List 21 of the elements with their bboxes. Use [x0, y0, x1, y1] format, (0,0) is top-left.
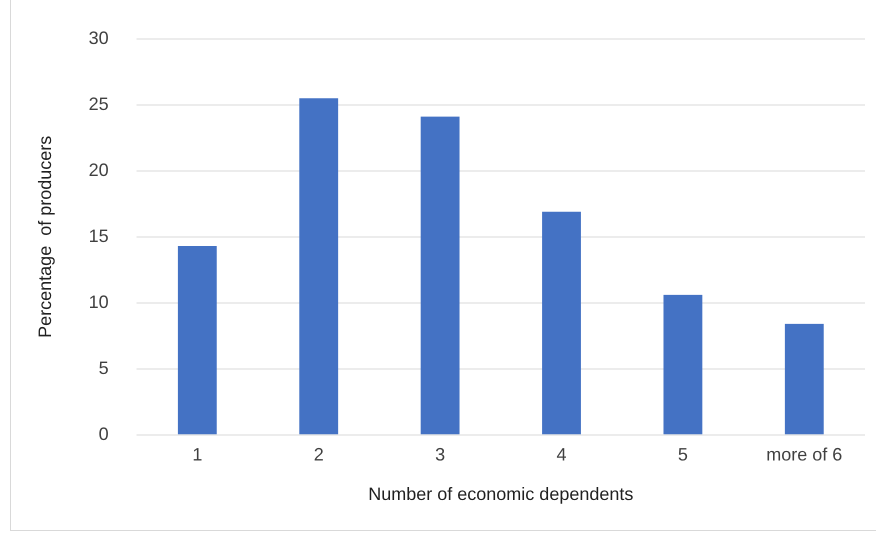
y-axis-title: Percentage of producers [34, 136, 55, 338]
y-tick-label: 0 [98, 424, 109, 444]
x-axis-title: Number of economic dependents [368, 484, 634, 504]
bar [299, 98, 338, 434]
y-tick-label: 20 [88, 160, 109, 180]
y-tick-label: 5 [98, 358, 109, 378]
bar [178, 246, 217, 434]
y-tick-label: 10 [88, 292, 109, 312]
y-tick-label: 15 [88, 226, 109, 246]
bar [784, 324, 824, 434]
x-tick-label: 5 [678, 444, 688, 465]
x-tick-label: 2 [314, 444, 324, 465]
x-tick-label: 1 [192, 444, 202, 465]
x-tick-label: more of 6 [766, 444, 842, 465]
y-tick-label: 25 [88, 94, 109, 114]
x-tick-label: 3 [435, 444, 446, 465]
bar [663, 294, 702, 434]
bar [420, 116, 460, 434]
bar [542, 212, 581, 434]
y-tick-label: 30 [88, 28, 109, 48]
x-tick-label: 4 [556, 444, 567, 465]
